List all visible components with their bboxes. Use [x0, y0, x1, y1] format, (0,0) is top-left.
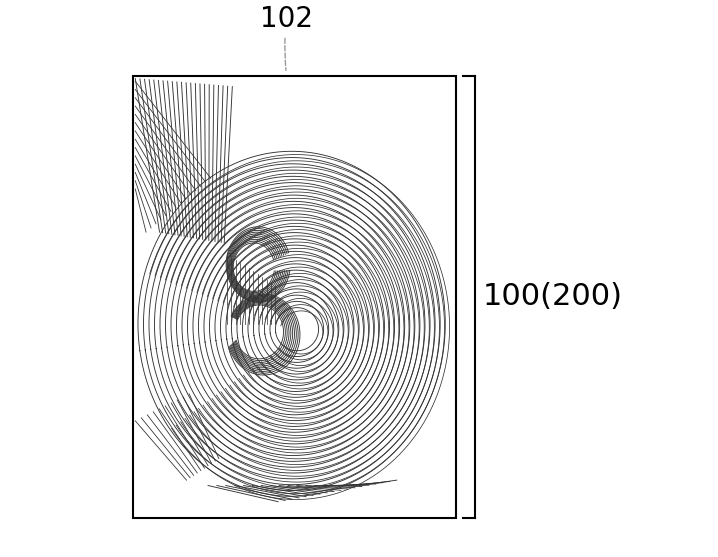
Bar: [133, 76, 456, 518]
Text: 102: 102: [260, 4, 313, 70]
Text: 100(200): 100(200): [483, 282, 623, 311]
